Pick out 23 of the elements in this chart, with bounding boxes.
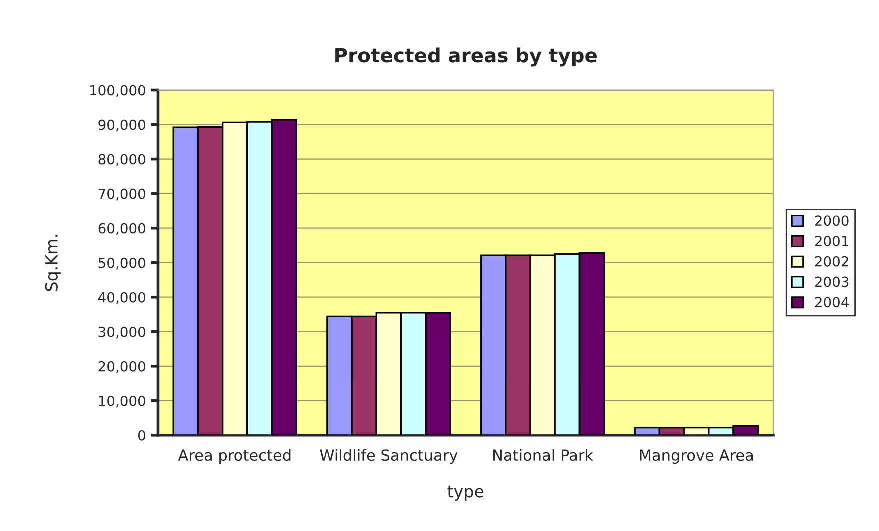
x-tick-label: National Park <box>494 449 594 462</box>
y-tick-label: 60,000 <box>98 223 146 236</box>
y-tick-label: 0 <box>138 430 146 441</box>
chart-title: Protected areas by type <box>336 48 598 67</box>
y-tick-label: 10,000 <box>99 396 146 408</box>
x-axis-title: type <box>448 486 484 502</box>
legend-label: 2004 <box>815 297 849 308</box>
y-tick-label: 80,000 <box>98 154 146 166</box>
legend-label: 2003 <box>815 276 849 288</box>
legend-label: 2000 <box>815 216 849 226</box>
y-tick-label: 20,000 <box>98 361 146 374</box>
legend-label: 2001 <box>815 236 848 246</box>
y-tick-label: 70,000 <box>98 188 146 201</box>
y-tick-label: 50,000 <box>98 258 146 270</box>
y-tick-label: 40,000 <box>98 292 146 304</box>
y-tick-label: 100,000 <box>90 85 146 98</box>
y-tick-label: 30,000 <box>98 326 146 339</box>
x-tick-label: Wildlife Sanctuary <box>320 449 458 464</box>
y-tick-label: 90,000 <box>98 120 146 132</box>
y-axis-title: Sq.Km. <box>45 235 62 292</box>
legend-label: 2002 <box>815 256 848 267</box>
x-tick-label: Mangrove Area <box>640 450 754 464</box>
x-tick-label: Area protected <box>178 449 291 464</box>
